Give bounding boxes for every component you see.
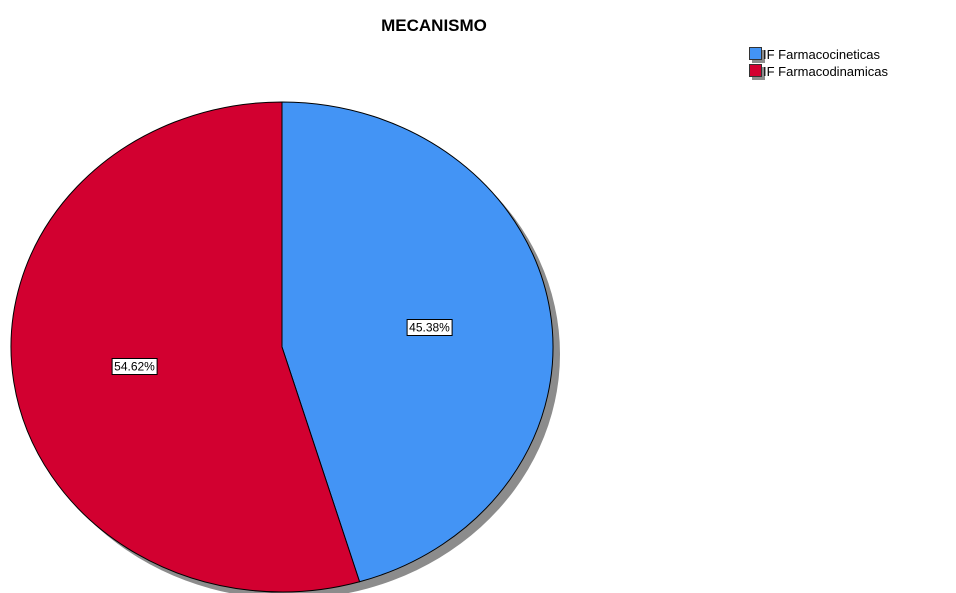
slice-value-label: 54.62% xyxy=(114,360,155,374)
legend-swatch xyxy=(749,64,762,77)
pie-slice-if-farmacodinamicas xyxy=(10,101,361,593)
slice-label-box xyxy=(111,358,158,375)
slice-label-if-farmacodinamicas: 54.62% xyxy=(111,358,158,375)
chart-title: MECANISMO xyxy=(381,16,487,35)
legend-label: IF Farmacodinamicas xyxy=(763,64,888,79)
slice-label-if-farmacocineticas: 45.38% xyxy=(406,319,453,336)
legend-swatch xyxy=(749,47,762,60)
legend-label: IF Farmacocineticas xyxy=(763,47,881,62)
pie-slice-labels: 45.38% 54.62% xyxy=(111,319,453,375)
slice-label-box xyxy=(406,319,453,336)
pie-slice-if-farmacocineticas xyxy=(281,101,554,583)
slice-value-label: 45.38% xyxy=(409,321,450,335)
pie-slices xyxy=(10,101,554,593)
